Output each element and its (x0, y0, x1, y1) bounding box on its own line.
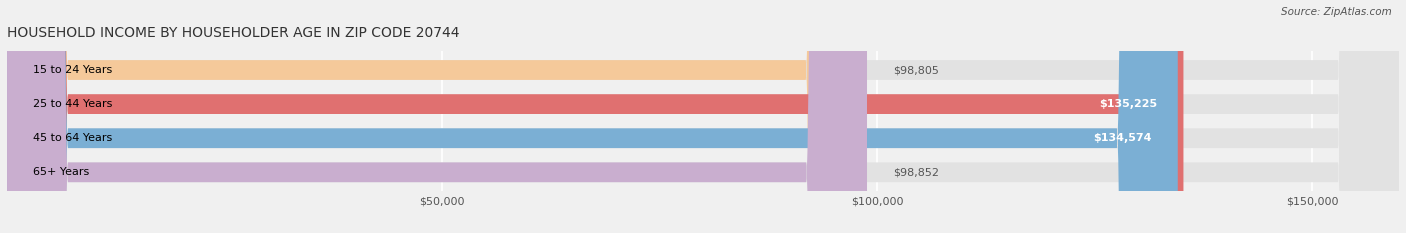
FancyBboxPatch shape (7, 0, 1399, 233)
FancyBboxPatch shape (7, 0, 868, 233)
Text: 15 to 24 Years: 15 to 24 Years (34, 65, 112, 75)
Text: 25 to 44 Years: 25 to 44 Years (34, 99, 112, 109)
FancyBboxPatch shape (7, 0, 1399, 233)
Text: 45 to 64 Years: 45 to 64 Years (34, 133, 112, 143)
Text: $135,225: $135,225 (1099, 99, 1157, 109)
Text: Source: ZipAtlas.com: Source: ZipAtlas.com (1281, 7, 1392, 17)
Text: $98,852: $98,852 (893, 167, 939, 177)
FancyBboxPatch shape (7, 0, 1178, 233)
FancyBboxPatch shape (7, 0, 1399, 233)
Text: 65+ Years: 65+ Years (34, 167, 90, 177)
FancyBboxPatch shape (7, 0, 1399, 233)
Text: HOUSEHOLD INCOME BY HOUSEHOLDER AGE IN ZIP CODE 20744: HOUSEHOLD INCOME BY HOUSEHOLDER AGE IN Z… (7, 26, 460, 40)
Text: $98,805: $98,805 (893, 65, 939, 75)
Text: $134,574: $134,574 (1094, 133, 1152, 143)
FancyBboxPatch shape (7, 0, 1184, 233)
FancyBboxPatch shape (7, 0, 866, 233)
